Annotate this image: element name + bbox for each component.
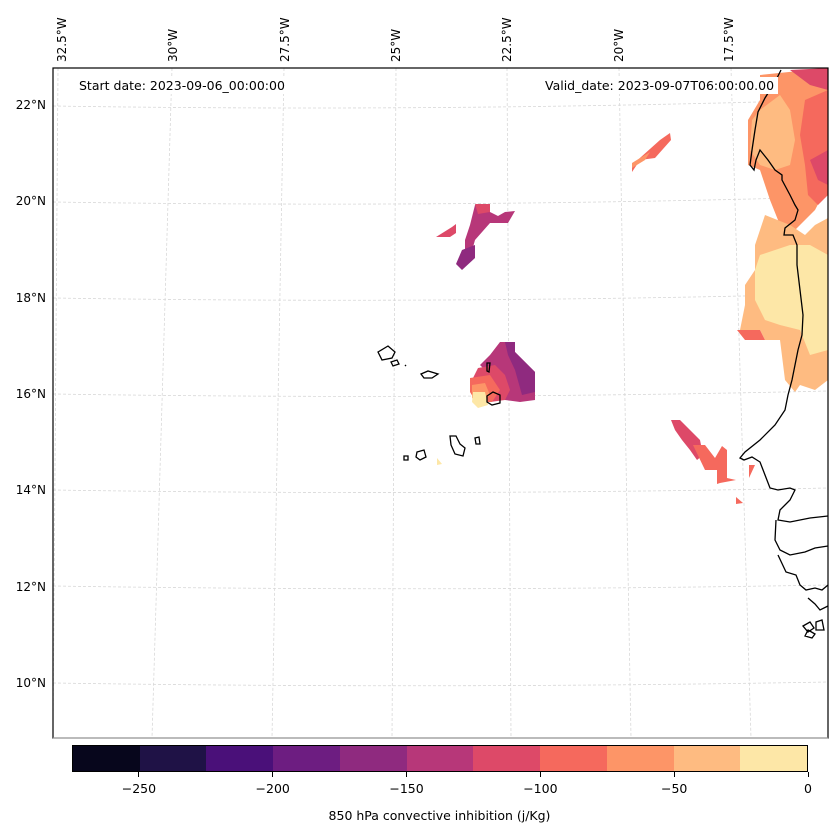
- colorbar-tick-label: −200: [255, 781, 290, 796]
- island-boa-vista: [486, 391, 501, 406]
- lat-label-22: 22°N: [15, 98, 46, 112]
- gridline-lon-30: [151, 67, 173, 739]
- island-santa-luzia: [404, 364, 407, 367]
- gridline-lat-18: [52, 293, 829, 301]
- colorbar-tick: [138, 772, 140, 777]
- contour-band20-left: [436, 224, 456, 237]
- lat-label-12: 12°N: [15, 580, 46, 594]
- contour-senegal-red-small: [736, 497, 743, 504]
- colorbar-segment: [273, 746, 340, 771]
- island-sao-nicolau: [419, 370, 440, 379]
- contour-band21-orange: [632, 152, 650, 168]
- island-santiago: [449, 435, 466, 457]
- colorbar-segment: [206, 746, 274, 771]
- lon-label-22-5: 22.5°W: [500, 17, 514, 62]
- lon-label-17-5: 17.5°W: [722, 17, 736, 62]
- lon-label-25: 25°W: [389, 28, 403, 62]
- contour-band20-dpurple: [456, 245, 475, 270]
- colorbar-segment: [73, 746, 140, 771]
- gridline-lon-17-5: [730, 67, 752, 739]
- lon-label-30: 30°W: [166, 28, 180, 62]
- colorbar-tick: [673, 772, 675, 777]
- island-santo-antao: [377, 345, 396, 361]
- island-sal: [486, 362, 491, 373]
- colorbar-segment: [740, 746, 808, 771]
- colorbar-tick-label: −150: [389, 781, 424, 796]
- contour-mauritania-yellow: [755, 245, 828, 355]
- colorbar-segment: [673, 746, 741, 771]
- colorbar-segment: [606, 746, 674, 771]
- island-sao-vicente: [390, 359, 400, 367]
- gridline-lon-20: [618, 67, 632, 739]
- lat-label-16: 16°N: [15, 387, 46, 401]
- lon-label-32-5: 32.5°W: [55, 17, 69, 62]
- colorbar-tick: [807, 772, 809, 777]
- start-date-label: Start date: 2023-09-06_00:00:00: [75, 77, 289, 94]
- lon-label-27-5: 27.5°W: [278, 17, 292, 62]
- colorbar-title: 850 hPa convective inhibition (j/Kg): [328, 808, 551, 823]
- valid-date-label: Valid_date: 2023-09-07T06:00:00.00: [541, 77, 779, 94]
- colorbar-tick: [272, 772, 274, 777]
- colorbar-segment: [139, 746, 207, 771]
- colorbar-segment: [406, 746, 474, 771]
- lat-label-10: 10°N: [15, 676, 46, 690]
- contour-senegal-magenta: [671, 420, 703, 460]
- coastline-gambia-guinea: [774, 519, 829, 611]
- contour-capeverde-small-yellow: [437, 458, 442, 465]
- gridline-lon-25: [391, 67, 397, 739]
- contour-coast-magenta2: [810, 150, 828, 185]
- island-maio: [474, 436, 481, 445]
- island-brava: [403, 455, 409, 461]
- colorbar-tick-label: −100: [523, 781, 558, 796]
- lat-label-18: 18°N: [15, 291, 46, 305]
- colorbar-segment: [540, 746, 607, 771]
- gridline-lat-20: [52, 196, 829, 205]
- coastline-africa: [738, 69, 829, 523]
- colorbar-tick-label: 0: [804, 781, 812, 796]
- gridline-lon-32-5: [52, 67, 59, 739]
- lat-label-20: 20°N: [15, 194, 46, 208]
- contour-coast-magenta: [790, 68, 828, 90]
- lon-label-20: 20°W: [612, 28, 626, 62]
- colorbar-tick: [406, 772, 408, 777]
- gridline-lat-16: [52, 390, 829, 397]
- gridline-lat-14: [52, 487, 829, 493]
- contour-band21-red: [632, 133, 671, 172]
- contour-mauritania-red: [737, 330, 765, 340]
- island-fogo: [415, 449, 427, 461]
- gridlines: [52, 67, 829, 739]
- lat-label-14: 14°N: [15, 483, 46, 497]
- colorbar-tick: [539, 772, 541, 777]
- gridline-lon-22-5: [506, 67, 512, 739]
- colorbar-tick-label: −50: [660, 781, 688, 796]
- contour-senegal-orange: [749, 465, 755, 478]
- contour-capeverde-yellow: [472, 392, 488, 408]
- colorbar-segment: [339, 746, 407, 771]
- cin-contours: [436, 68, 828, 504]
- gridline-lon-27-5: [271, 67, 285, 739]
- colorbar: [72, 745, 808, 772]
- gridline-lat-22: [52, 99, 829, 109]
- contour-band20-red: [475, 204, 490, 214]
- coastlines: [377, 69, 829, 639]
- coastline-bissagos: [802, 619, 825, 639]
- colorbar-segment: [473, 746, 541, 771]
- colorbar-tick-label: −250: [121, 781, 157, 796]
- gridline-lat-10: [52, 681, 829, 687]
- contour-senegal-red: [693, 445, 736, 484]
- gridline-lat-12: [52, 584, 829, 590]
- contour-capeverde-dpurple: [505, 342, 535, 395]
